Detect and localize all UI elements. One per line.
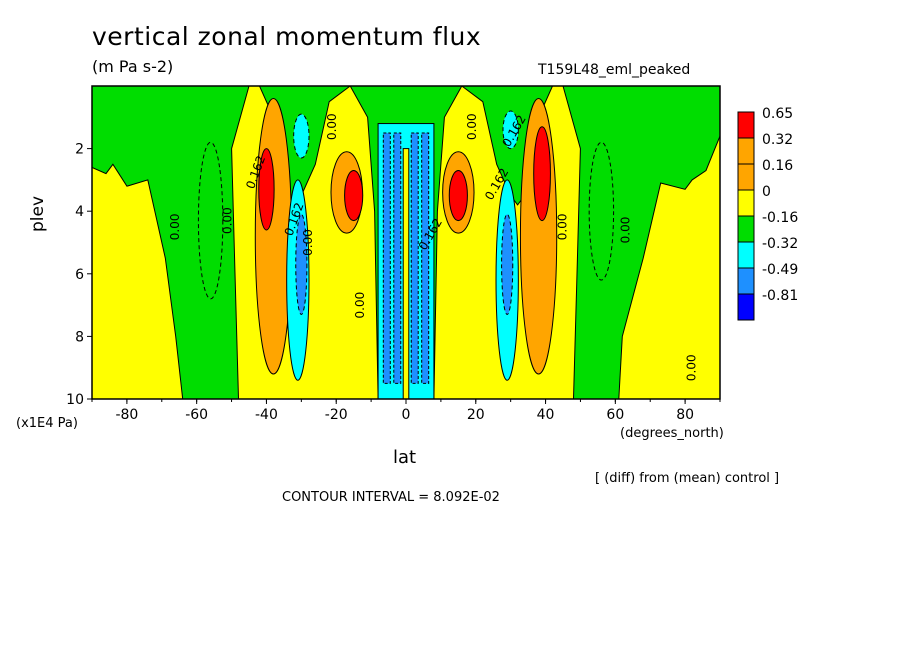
legend-swatch-1 — [737, 137, 755, 165]
run-id-label: T159L48_eml_peaked — [538, 62, 691, 78]
contour-label: 0.00 — [353, 292, 367, 319]
field-red-sub-north — [448, 170, 468, 222]
legend-label-7: -0.81 — [762, 288, 798, 304]
field-red-core-south — [258, 148, 275, 231]
legend-swatch-0 — [737, 111, 755, 139]
contour-label: 0.00 — [221, 207, 235, 234]
x-tick-label: -60 — [185, 407, 208, 423]
field-equatorial-stripe-1 — [393, 132, 402, 384]
x-tick-label: 60 — [606, 407, 624, 423]
contour-label: 0.00 — [685, 354, 699, 381]
field-yellow-polar-north — [618, 135, 720, 399]
y-tick-label: 2 — [75, 142, 84, 158]
x-tick-label: 20 — [467, 407, 485, 423]
chart-units: (m Pa s-2) — [92, 57, 174, 76]
y-tick-label: 6 — [75, 267, 84, 283]
legend-swatch-6 — [737, 267, 755, 295]
x-tick-label: 0 — [402, 407, 411, 423]
x-tick-label: 80 — [676, 407, 694, 423]
contour-label: 0.00 — [618, 217, 632, 244]
y-tick-label: 4 — [75, 204, 84, 220]
legend-swatch-7 — [737, 293, 755, 321]
contour-label: 0.00 — [301, 229, 315, 256]
contour-label: 0.00 — [465, 113, 479, 140]
y-tick-label: 8 — [75, 329, 84, 345]
field-equator-positive — [402, 148, 410, 399]
contour-label: 0.00 — [555, 213, 569, 240]
legend-swatch-2 — [737, 163, 755, 191]
contour-label: 0.00 — [168, 213, 182, 240]
plot-area: 0.00 0.000.000.000.000.00 0.000.000.000.16… — [92, 86, 720, 399]
legend-swatch-4 — [737, 215, 755, 243]
field-cyan-upper-north — [502, 110, 519, 150]
field-cyan-upper-south — [293, 113, 310, 159]
contour-label: 0.00 — [325, 113, 339, 140]
contour-loop-south — [197, 141, 224, 300]
legend-label-4: -0.16 — [762, 210, 798, 226]
y-tick-label: 10 — [66, 392, 84, 408]
legend-label-5: -0.32 — [762, 236, 798, 252]
field-equatorial-stripe-0 — [382, 132, 391, 384]
field-orange-jet-south — [254, 98, 293, 375]
x-axis-unit: (degrees_north) — [620, 426, 724, 441]
contour-loop-north — [588, 141, 615, 281]
y-axis-unit: (x1E4 Pa) — [16, 416, 78, 431]
field-red-sub-south — [344, 170, 364, 222]
field-yellow-polar-south — [92, 163, 184, 399]
legend-swatch-5 — [737, 241, 755, 269]
field-equatorial-stripe-2 — [410, 132, 419, 384]
legend-label-6: -0.49 — [762, 262, 798, 278]
x-tick-label: -20 — [325, 407, 348, 423]
chart-title: vertical zonal momentum flux — [92, 22, 482, 51]
x-tick-label: 40 — [537, 407, 555, 423]
legend-label-1: 0.32 — [762, 132, 793, 148]
legend-label-2: 0.16 — [762, 158, 793, 174]
diff-note: [ (diff) from (mean) control ] — [595, 471, 780, 486]
field-red-core-north — [533, 126, 551, 222]
x-tick-label: -80 — [115, 407, 138, 423]
field-equatorial-stripe-3 — [421, 132, 430, 384]
x-tick-label: -40 — [255, 407, 278, 423]
field-blue-core-north — [501, 213, 514, 315]
legend-swatch-3 — [737, 189, 755, 217]
contour-interval-note: CONTOUR INTERVAL = 8.092E-02 — [282, 490, 500, 505]
legend-label-3: 0 — [762, 184, 771, 200]
field-blue-core-south — [295, 213, 308, 315]
legend-label-0: 0.65 — [762, 106, 793, 122]
x-axis-label: lat — [393, 447, 417, 468]
